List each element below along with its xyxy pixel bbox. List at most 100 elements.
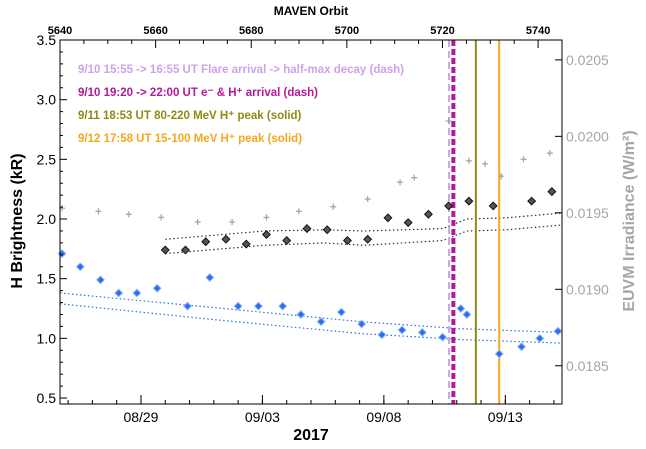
point-gray-6 <box>263 214 270 221</box>
point-dark-14 <box>444 201 454 211</box>
top-tick-label-0: 5640 <box>48 25 72 37</box>
point-blue-15 <box>377 330 387 340</box>
point-dark-16 <box>488 201 498 211</box>
point-dark-8 <box>322 225 332 235</box>
point-blue-22 <box>517 342 527 352</box>
legend-entry-2: 9/10 19:20 -> 22:00 UT e⁻ & H⁺ arrival (… <box>78 87 318 99</box>
point-gray-15 <box>498 173 505 180</box>
point-dark-5 <box>261 230 271 240</box>
point-gray-12 <box>445 118 452 125</box>
x-tick-label-2: 09/08 <box>366 409 401 425</box>
plot-area <box>57 39 563 405</box>
y-right-tick-label-0: 0.0185 <box>566 358 609 374</box>
point-blue-24 <box>553 326 563 336</box>
top-tick-label-2: 5680 <box>239 25 263 37</box>
y-right-tick-label-2: 0.0195 <box>566 205 609 221</box>
point-blue-8 <box>233 301 243 311</box>
point-dark-6 <box>282 235 292 246</box>
point-blue-17 <box>417 327 427 337</box>
point-blue-10 <box>278 301 288 311</box>
point-gray-8 <box>330 203 337 210</box>
y-left-tick-label-2: 1.5 <box>37 271 57 287</box>
envelope-bands <box>59 212 563 344</box>
point-blue-4 <box>132 288 142 298</box>
point-dark-12 <box>403 218 413 228</box>
point-dark-13 <box>423 209 433 219</box>
legend-entry-3: 9/11 18:53 UT 80-220 MeV H⁺ peak (solid) <box>78 110 302 122</box>
point-dark-18 <box>547 187 557 197</box>
y-right-tick-label-1: 0.0190 <box>566 281 609 297</box>
point-blue-14 <box>357 319 367 329</box>
y-left-tick-label-1: 1.0 <box>37 330 57 346</box>
point-gray-10 <box>397 179 404 186</box>
point-blue-3 <box>114 288 124 298</box>
point-blue-20 <box>462 309 472 319</box>
point-dark-17 <box>527 196 537 206</box>
point-dark-3 <box>221 234 231 244</box>
point-gray-17 <box>546 150 553 157</box>
point-blue-5 <box>152 283 162 293</box>
band-dark-upper <box>165 212 563 240</box>
point-blue-23 <box>535 333 545 343</box>
point-blue-19 <box>456 304 466 314</box>
x-tick-label-3: 09/13 <box>488 409 523 425</box>
y-left-axis-title: H Brightness (kR) <box>9 153 26 288</box>
point-dark-15 <box>464 196 474 206</box>
y-right-tick-label-3: 0.0200 <box>566 128 609 144</box>
y-left-tick-label-0: 0.5 <box>37 390 57 406</box>
point-blue-6 <box>183 301 193 311</box>
point-blue-13 <box>336 307 346 317</box>
y-left-tick-label-6: 3.5 <box>37 32 57 48</box>
point-gray-4 <box>194 219 201 225</box>
legend-entry-1: 9/10 15:55 -> 16:55 UT Flare arrival -> … <box>78 64 404 76</box>
band-blue-lower <box>59 303 563 344</box>
point-dark-10 <box>363 234 373 244</box>
y-right-axis-title: EUVM Irradiance (W/m²) <box>621 130 638 311</box>
top-tick-label-3: 5700 <box>335 25 359 37</box>
point-gray-13 <box>465 157 472 164</box>
point-blue-7 <box>205 272 215 283</box>
point-blue-18 <box>438 332 448 342</box>
point-blue-1 <box>75 262 85 272</box>
point-blue-2 <box>95 275 105 285</box>
point-gray-9 <box>364 196 371 203</box>
top-tick-label-4: 5720 <box>430 25 454 37</box>
point-dark-1 <box>180 245 191 255</box>
point-dark-2 <box>201 237 211 247</box>
top-tick-label-1: 5660 <box>143 25 167 37</box>
point-gray-3 <box>158 214 165 221</box>
point-blue-12 <box>316 317 326 327</box>
x-tick-label-1: 09/03 <box>245 409 280 425</box>
x-tick-label-0: 08/29 <box>123 409 158 425</box>
point-dark-4 <box>241 239 251 249</box>
point-dark-9 <box>342 235 352 246</box>
legend-entry-4: 9/12 17:58 UT 15-100 MeV H⁺ peak (solid) <box>78 133 302 145</box>
y-left-tick-label-4: 2.5 <box>37 151 57 167</box>
axes: 0.5 1.0 1.5 2.0 2.5 3.0 3.5 0.0185 0.0190 0.0195 0… <box>37 25 610 425</box>
band-blue-upper <box>59 292 563 333</box>
point-gray-1 <box>95 208 102 215</box>
point-blue-16 <box>397 325 407 335</box>
top-tick-label-5: 5740 <box>526 25 550 37</box>
point-dark-0 <box>160 245 170 255</box>
point-gray-2 <box>125 211 132 218</box>
point-blue-0 <box>57 249 67 259</box>
point-blue-11 <box>296 309 306 319</box>
x-axis-title: 2017 <box>293 427 329 444</box>
point-gray-14 <box>482 160 489 167</box>
event-lines <box>448 40 501 404</box>
point-gray-7 <box>295 208 302 215</box>
top-axis-title: MAVEN Orbit <box>274 4 348 18</box>
y-left-tick-label-3: 2.0 <box>37 211 57 227</box>
y-right-tick-label-4: 0.0205 <box>566 52 609 68</box>
point-dark-7 <box>302 224 312 234</box>
data-points <box>57 118 563 359</box>
y-left-tick-label-5: 3.0 <box>37 92 57 108</box>
point-gray-16 <box>520 156 527 163</box>
point-gray-11 <box>411 174 418 181</box>
legend: 9/10 15:55 -> 16:55 UT Flare arrival -> … <box>78 64 404 145</box>
point-dark-11 <box>383 213 393 223</box>
point-blue-21 <box>494 349 504 359</box>
